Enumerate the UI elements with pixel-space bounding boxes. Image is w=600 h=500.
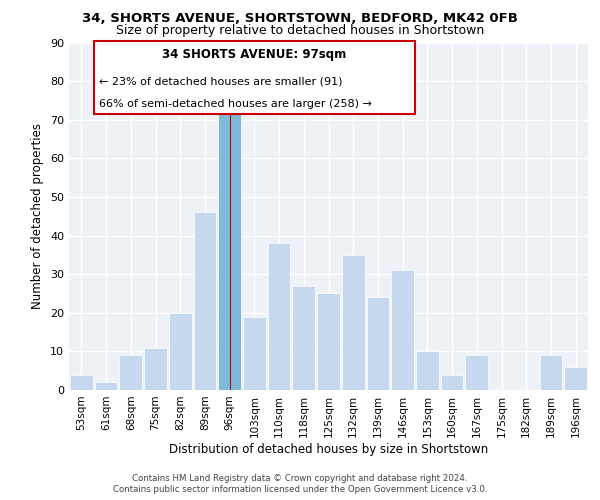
Text: 34 SHORTS AVENUE: 97sqm: 34 SHORTS AVENUE: 97sqm (162, 48, 346, 60)
Bar (367, 298, 389, 390)
Text: Distribution of detached houses by size in Shortstown: Distribution of detached houses by size … (169, 442, 488, 456)
Bar (70, 374, 93, 390)
Bar (95, 382, 118, 390)
Text: Size of property relative to detached houses in Shortstown: Size of property relative to detached ho… (116, 24, 484, 37)
Text: 66% of semi-detached houses are larger (258) →: 66% of semi-detached houses are larger (… (99, 100, 372, 110)
Bar (539, 355, 562, 390)
Bar (218, 108, 241, 390)
Bar (466, 355, 488, 390)
Bar (119, 355, 142, 390)
Text: ← 23% of detached houses are smaller (91): ← 23% of detached houses are smaller (91… (99, 76, 343, 86)
Bar (441, 374, 463, 390)
Text: 34, SHORTS AVENUE, SHORTSTOWN, BEDFORD, MK42 0FB: 34, SHORTS AVENUE, SHORTSTOWN, BEDFORD, … (82, 12, 518, 26)
Bar (243, 316, 266, 390)
Bar (342, 255, 365, 390)
Bar (416, 352, 439, 390)
Bar (564, 367, 587, 390)
Text: Contains HM Land Registry data © Crown copyright and database right 2024.: Contains HM Land Registry data © Crown c… (132, 474, 468, 483)
Bar (317, 294, 340, 390)
Y-axis label: Number of detached properties: Number of detached properties (31, 123, 44, 309)
Text: Contains public sector information licensed under the Open Government Licence v3: Contains public sector information licen… (113, 485, 487, 494)
Bar (144, 348, 167, 390)
Bar (169, 313, 191, 390)
Bar (194, 212, 216, 390)
Bar (292, 286, 315, 390)
Bar (268, 244, 290, 390)
Bar (391, 270, 414, 390)
FancyBboxPatch shape (94, 40, 415, 114)
